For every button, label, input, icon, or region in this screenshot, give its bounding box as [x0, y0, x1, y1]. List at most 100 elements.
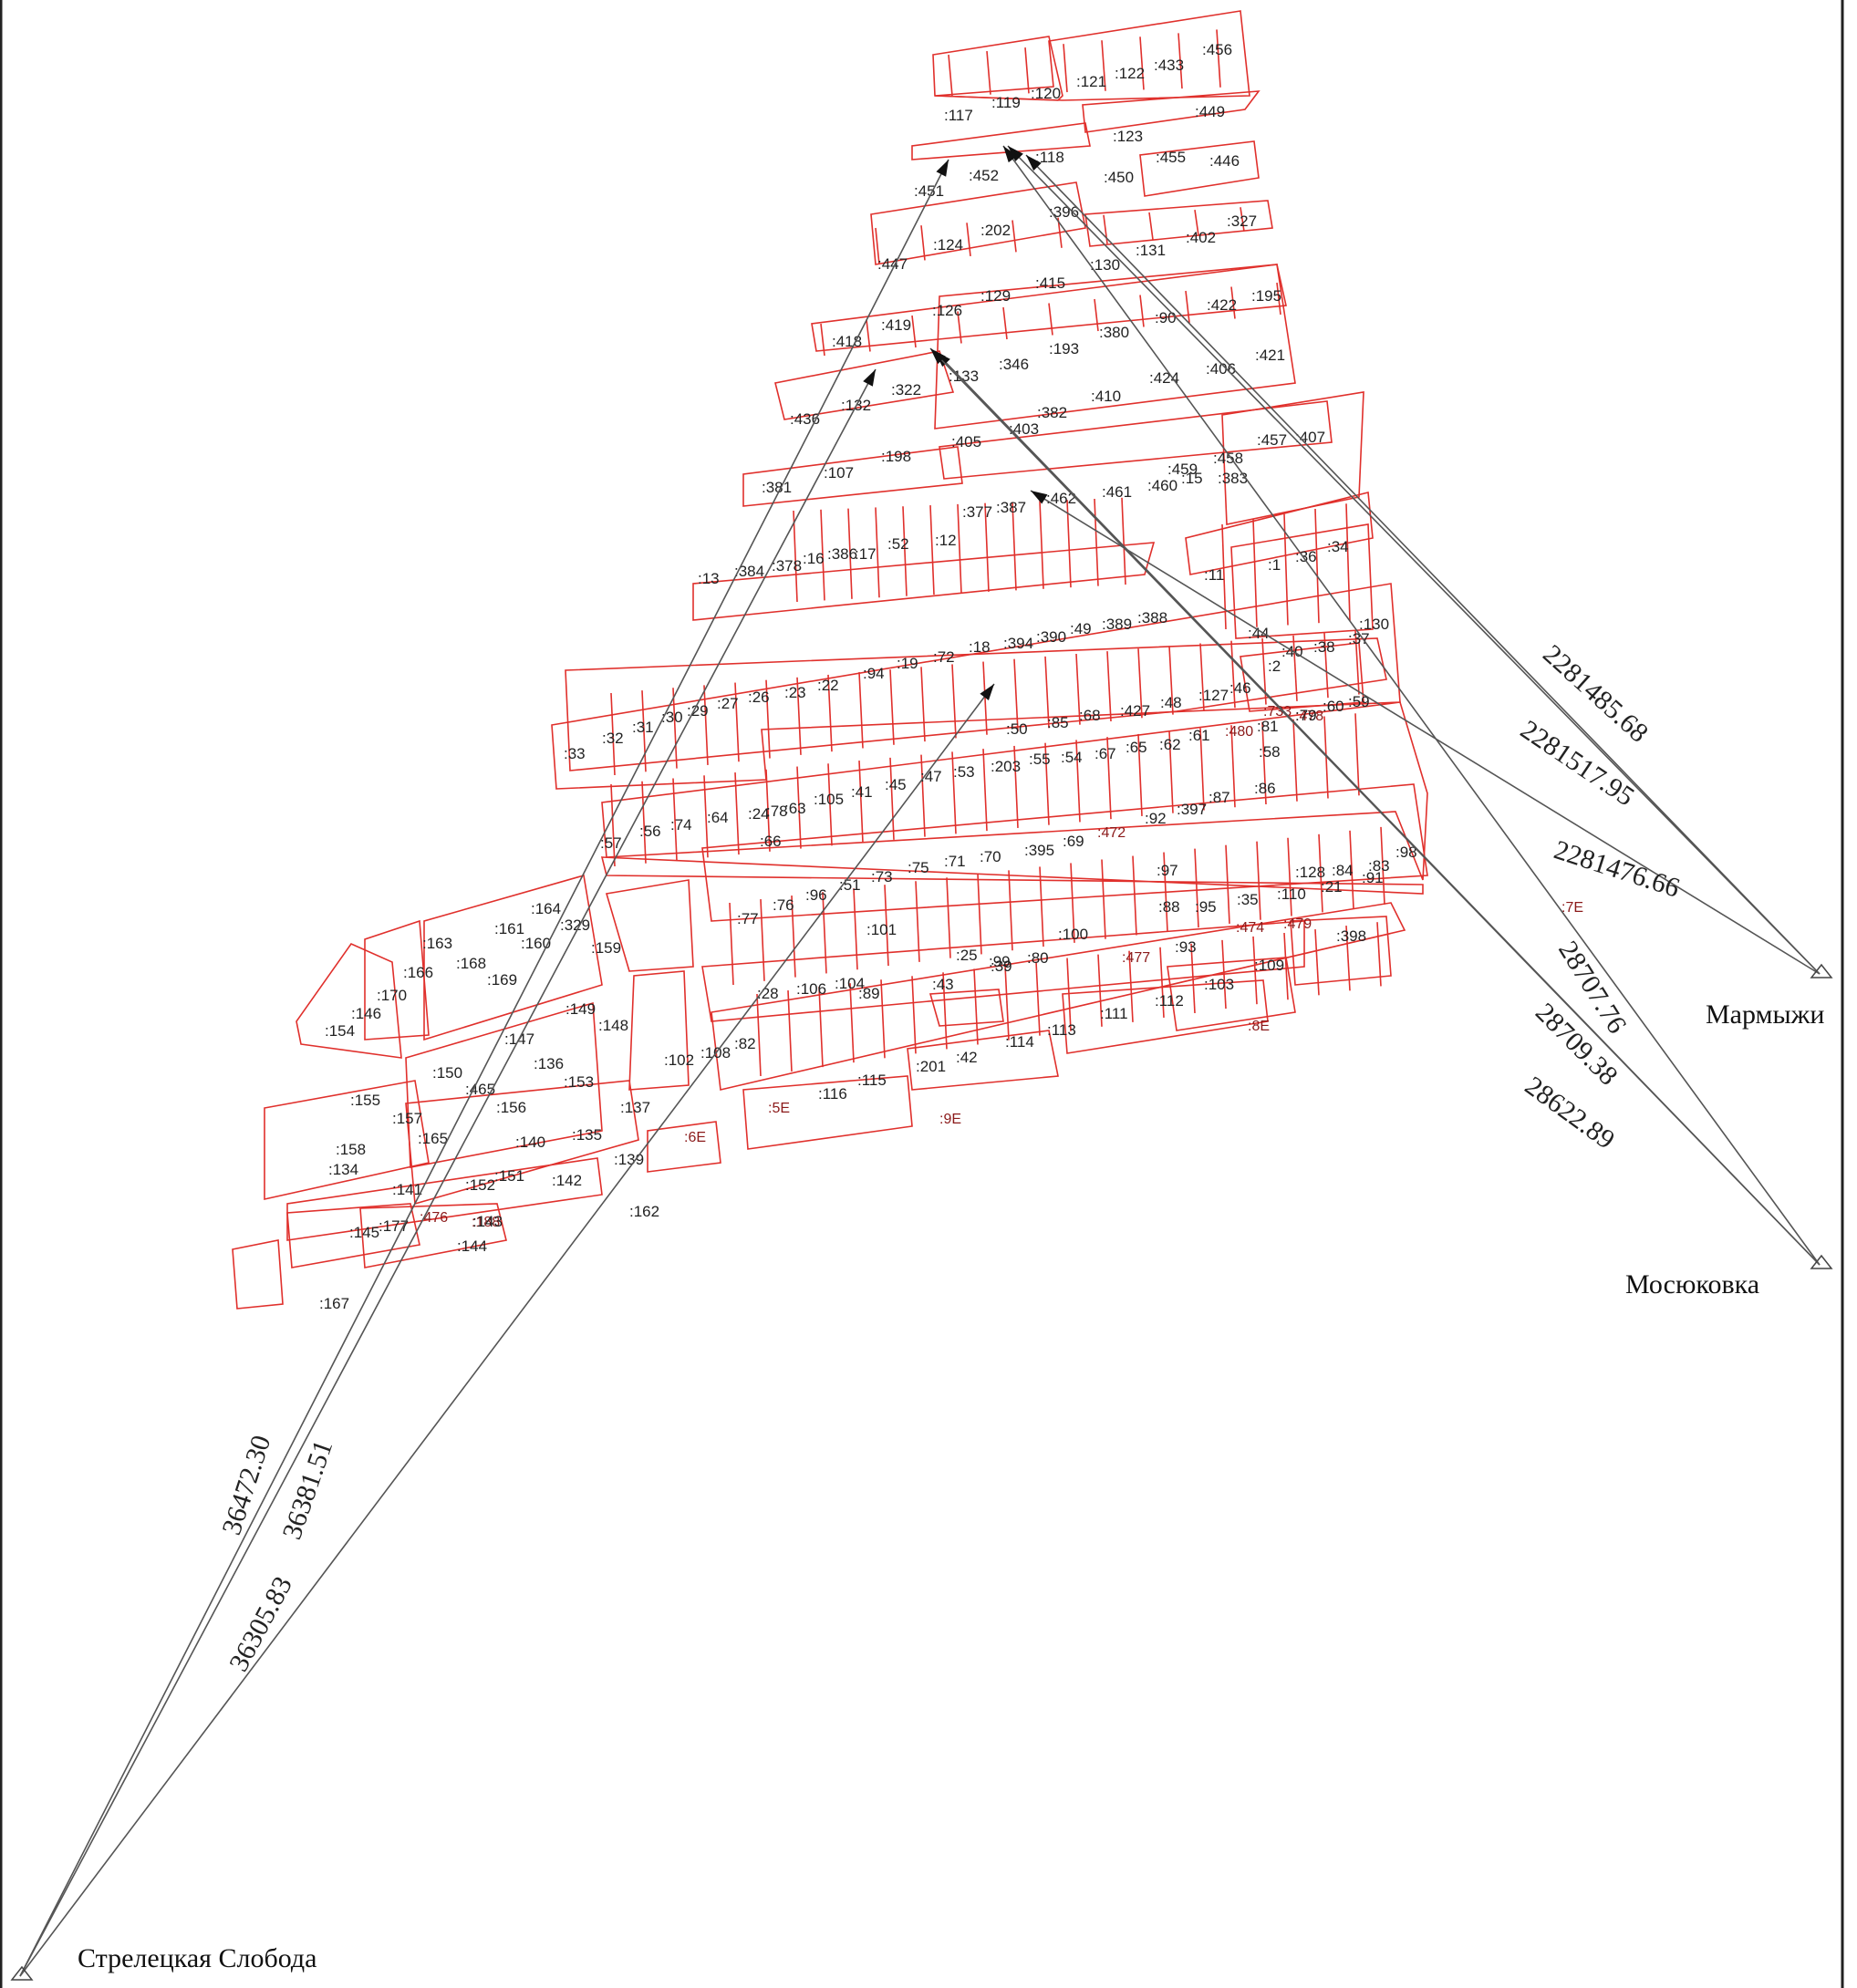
- parcel-label: :451: [914, 182, 944, 200]
- parcel-label: :166: [403, 964, 433, 981]
- parcel-strip-line: [1002, 306, 1008, 340]
- parcel-block-5: [1139, 140, 1260, 197]
- parcel-label: :397: [1177, 801, 1207, 818]
- parcel-block-29: [1290, 916, 1392, 986]
- parcel-label: :202: [980, 222, 1011, 239]
- parcel-label: :51: [839, 876, 861, 894]
- parcel-strip-line: [1168, 730, 1174, 813]
- parcel-block-43: [1230, 523, 1374, 639]
- ray-arrowhead-7: [936, 160, 949, 177]
- survey-ray-9: [19, 683, 995, 1977]
- parcel-label: :139: [614, 1151, 644, 1168]
- parcel-label: :18: [969, 638, 991, 656]
- parcel-label: :188: [472, 1215, 500, 1230]
- parcel-label: :114: [1005, 1033, 1034, 1051]
- parcel-strip-line: [1345, 503, 1351, 621]
- parcel-label: :477: [1122, 950, 1150, 966]
- parcel-label: :169: [487, 971, 517, 989]
- parcel-label: :154: [325, 1022, 355, 1040]
- parcel-label: :472: [1097, 825, 1126, 841]
- parcel-strip-line: [610, 783, 616, 867]
- parcel-label: :89: [858, 985, 880, 1002]
- parcel-strip-line: [951, 664, 957, 739]
- parcel-label: :69: [1063, 833, 1084, 850]
- parcel-strip-line: [847, 508, 853, 599]
- parcel-block-4: [911, 122, 1091, 160]
- parcel-label: :23: [784, 684, 806, 701]
- parcel-label: :32: [602, 730, 624, 747]
- parcel-label: :195: [1251, 287, 1281, 305]
- parcel-label: :155: [350, 1092, 380, 1109]
- parcel-strip-line: [889, 757, 895, 840]
- parcel-strip-line: [672, 688, 678, 769]
- parcel-label: :201: [916, 1058, 946, 1075]
- parcel-strip-line: [915, 881, 920, 962]
- parcel-label: :163: [422, 935, 452, 952]
- parcel-strip-line: [1292, 719, 1298, 802]
- station-marmyzhi-name: Мармыжи: [1706, 999, 1824, 1030]
- parcel-strip-line: [1318, 834, 1323, 913]
- parcel-label: :128: [1295, 864, 1325, 881]
- parcel-label: :44: [1248, 625, 1270, 642]
- parcel-block-24: [701, 920, 1305, 1022]
- parcel-label: :93: [1175, 938, 1197, 956]
- parcel-label: :146: [351, 1005, 381, 1022]
- parcel-label: :422: [1207, 296, 1237, 314]
- parcel-block-30: [742, 1075, 913, 1150]
- parcel-label: :145: [349, 1224, 379, 1241]
- parcel-strip-line: [787, 990, 793, 1072]
- parcel-strip-line: [1132, 855, 1137, 936]
- parcel-label: :203: [991, 758, 1021, 775]
- ray-arrowhead-3: [1031, 491, 1048, 504]
- parcel-strip-line: [889, 669, 895, 745]
- parcel-block-34: [423, 874, 603, 1041]
- parcel-label: :60: [1323, 698, 1344, 715]
- parcel-label: :91: [1362, 869, 1384, 886]
- parcel-strip-line: [793, 510, 798, 603]
- station-mosyukovka-name: Мосюковка: [1625, 1269, 1759, 1299]
- parcel-strip-line: [1063, 44, 1068, 93]
- parcel-strip-line: [853, 888, 858, 970]
- parcel-label: :115: [857, 1072, 887, 1089]
- parcel-label: :418: [832, 333, 862, 350]
- parcel-block-27: [1062, 979, 1269, 1054]
- parcel-strip-line: [1039, 501, 1044, 589]
- distance-label-8: 36381.51: [276, 1436, 338, 1543]
- parcel-strip-line: [929, 505, 935, 595]
- parcel-strip-line: [1230, 286, 1236, 319]
- parcel-strip-line: [911, 315, 917, 348]
- parcel-label: :49: [1070, 620, 1092, 637]
- parcel-label: :57: [600, 834, 622, 852]
- parcel-label: :151: [494, 1167, 524, 1185]
- parcel-label: :116: [818, 1085, 847, 1103]
- parcel-strip-line: [1283, 932, 1289, 1000]
- parcel-label: :71: [944, 853, 966, 870]
- parcel-label: :82: [734, 1035, 756, 1052]
- parcel-label: :117: [944, 107, 973, 124]
- parcel-strip-line: [1148, 212, 1154, 240]
- parcel-strip-line: [880, 979, 886, 1059]
- parcel-strip-line: [1066, 500, 1072, 588]
- parcel-label: :410: [1091, 388, 1121, 405]
- parcel-label: :159: [591, 939, 621, 957]
- parcel-label: :427: [1120, 702, 1150, 720]
- parcel-label: :16: [803, 550, 825, 567]
- parcel-label: :140: [515, 1134, 545, 1151]
- parcel-strip-line: [977, 874, 982, 955]
- ray-arrowhead-8: [863, 369, 876, 387]
- parcel-strip-line: [796, 677, 802, 755]
- parcel-block-14: [1185, 491, 1374, 575]
- parcel-block-25: [928, 989, 1004, 1027]
- parcel-label: :96: [805, 886, 827, 904]
- parcel-strip-line: [822, 892, 827, 974]
- station-marmyzhi-triangle: [1810, 963, 1833, 978]
- parcel-label: :45: [885, 776, 907, 793]
- parcel-label: :55: [1029, 751, 1051, 768]
- parcel-strip-line: [1139, 36, 1145, 90]
- parcel-label: :101: [866, 921, 897, 938]
- survey-ray-5: [1002, 145, 1821, 1266]
- parcel-label: :130: [1090, 256, 1120, 274]
- parcel-strip-line: [1013, 745, 1019, 828]
- parcel-strip-line: [1185, 290, 1190, 324]
